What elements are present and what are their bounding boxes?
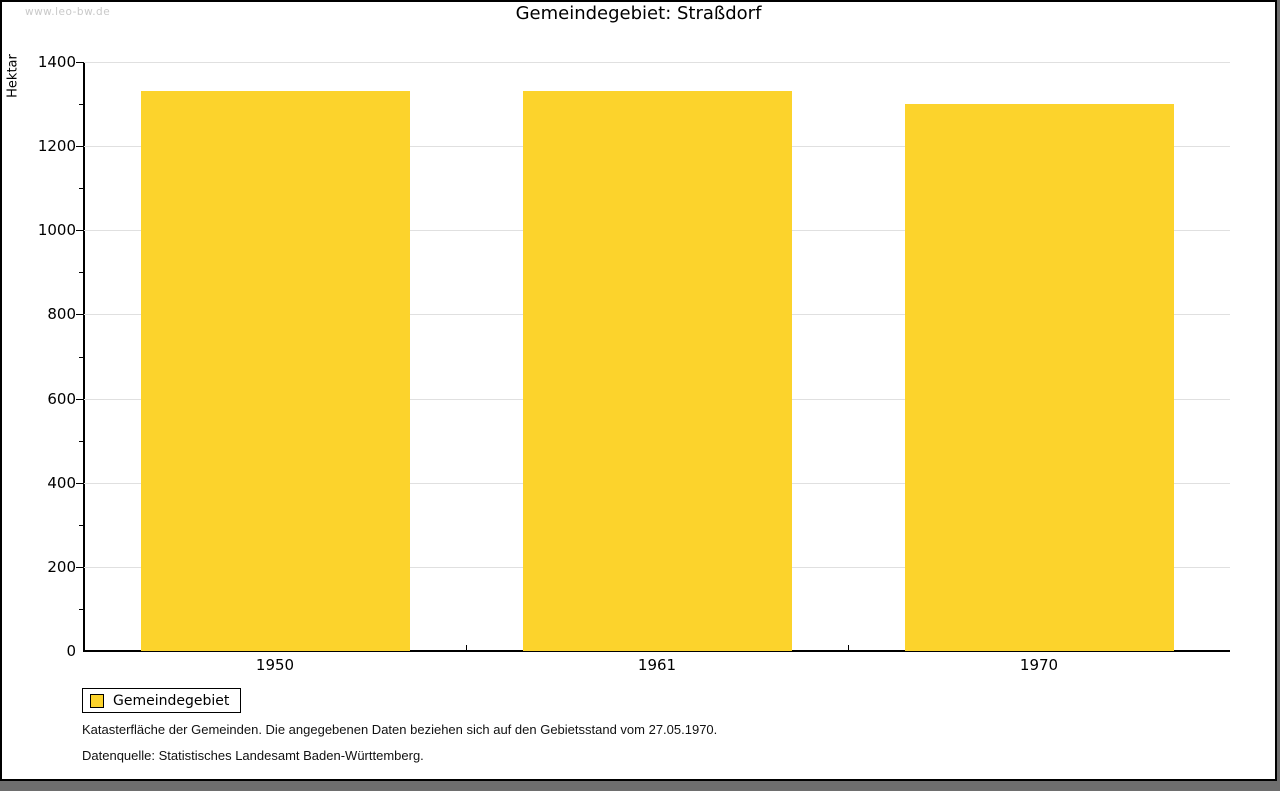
x-axis-tick-1 <box>466 645 467 652</box>
bar-1970 <box>905 104 1174 651</box>
y-major-tick-1400 <box>76 62 84 63</box>
gridline-1400 <box>84 62 1230 63</box>
y-major-tick-1000 <box>76 230 84 231</box>
y-tick-label-1000: 1000 <box>37 221 76 239</box>
y-axis-title: Hektar <box>5 54 21 98</box>
y-axis-line <box>83 62 85 652</box>
y-tick-label-1200: 1200 <box>37 137 76 155</box>
legend-label: Gemeindegebiet <box>113 692 230 709</box>
x-axis-tick-2 <box>848 645 849 652</box>
x-tick-label-1970: 1970 <box>1019 656 1059 674</box>
y-major-tick-400 <box>76 483 84 484</box>
bar-1961 <box>523 91 792 651</box>
x-tick-label-1950: 1950 <box>255 656 295 674</box>
legend: Gemeindegebiet <box>82 688 241 713</box>
footnote-description: Katasterfläche der Gemeinden. Die angege… <box>82 722 718 737</box>
legend-swatch-icon <box>90 693 104 708</box>
y-minor-tick-300 <box>79 525 84 526</box>
y-tick-label-0: 0 <box>66 642 76 660</box>
watermark: www.leo-bw.de <box>25 6 111 18</box>
footnote-source: Datenquelle: Statistisches Landesamt Bad… <box>82 748 424 763</box>
y-minor-tick-1100 <box>79 188 84 189</box>
y-tick-label-800: 800 <box>47 305 76 323</box>
bar-1950 <box>141 91 410 651</box>
y-major-tick-200 <box>76 567 84 568</box>
y-tick-label-1400: 1400 <box>37 53 76 71</box>
y-tick-label-200: 200 <box>47 558 76 576</box>
y-minor-tick-1300 <box>79 104 84 105</box>
y-minor-tick-500 <box>79 441 84 442</box>
x-axis-line <box>83 650 1230 652</box>
y-major-tick-600 <box>76 399 84 400</box>
y-minor-tick-900 <box>79 272 84 273</box>
y-minor-tick-700 <box>79 357 84 358</box>
y-major-tick-1200 <box>76 146 84 147</box>
y-minor-tick-100 <box>79 609 84 610</box>
chart-title: Gemeindegebiet: Straßdorf <box>515 3 762 24</box>
y-tick-label-600: 600 <box>47 390 76 408</box>
y-major-tick-800 <box>76 314 84 315</box>
y-tick-label-400: 400 <box>47 474 76 492</box>
x-tick-label-1961: 1961 <box>637 656 677 674</box>
